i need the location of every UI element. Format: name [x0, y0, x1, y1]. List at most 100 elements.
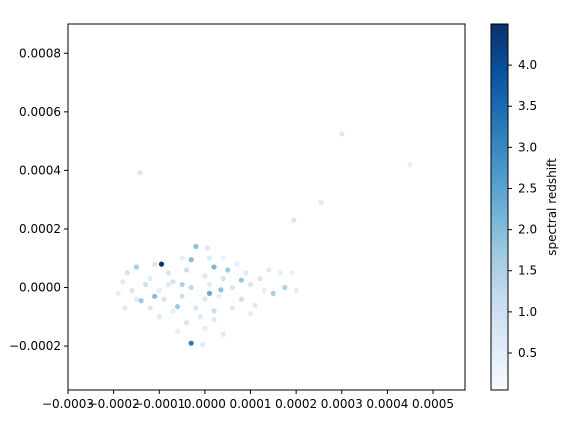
data-point [174, 328, 181, 334]
colorbar-tick-label: 2.5 [518, 181, 537, 195]
data-point [184, 267, 190, 273]
data-point [204, 245, 210, 251]
data-point [220, 331, 226, 337]
colorbar-tick-label: 2.0 [518, 223, 537, 237]
data-point [133, 296, 139, 302]
data-point [293, 287, 299, 293]
data-point [206, 290, 213, 296]
data-point [229, 305, 235, 311]
data-point [161, 296, 167, 302]
data-point [234, 261, 240, 267]
x-tick-label: 0.0004 [366, 397, 408, 411]
data-point [289, 270, 295, 276]
data-point [252, 302, 258, 308]
y-tick-label: 0.0008 [19, 46, 61, 60]
data-point [138, 298, 144, 304]
data-point [202, 325, 208, 332]
x-tick-label: −0.0001 [133, 397, 185, 411]
data-point [291, 217, 297, 223]
data-point [277, 270, 283, 276]
data-point [188, 257, 194, 263]
data-point [147, 276, 153, 282]
data-point [200, 342, 206, 348]
data-point [124, 270, 130, 276]
data-point [407, 161, 413, 168]
data-point [247, 311, 254, 317]
data-point [197, 314, 203, 320]
data-point [115, 290, 121, 296]
data-point [120, 279, 126, 285]
colorbar-axis: 0.5 1.0 1.5 2.0 2.5 3.0 3.5 4.0 [508, 58, 537, 360]
data-point [211, 317, 217, 323]
data-point [218, 287, 224, 293]
x-tick-label: −0.0002 [88, 397, 140, 411]
x-tick-label: 0.0002 [275, 397, 317, 411]
data-point [156, 287, 162, 293]
data-point [193, 243, 199, 250]
data-point [270, 290, 276, 296]
y-tick-label: 0.0000 [19, 281, 61, 295]
data-point [261, 287, 267, 293]
data-point [188, 284, 194, 291]
colorbar-tick-label: 4.0 [518, 58, 537, 72]
data-point [133, 264, 139, 270]
data-point [266, 267, 272, 273]
points-layer [115, 131, 413, 348]
colorbar-tick-label: 3.5 [518, 99, 537, 113]
data-point [206, 282, 213, 288]
x-tick-label: 0.0003 [321, 397, 363, 411]
data-point [174, 304, 181, 310]
data-point [339, 131, 345, 137]
x-tick-label: 0.0000 [184, 397, 226, 411]
data-point [170, 308, 176, 314]
data-point [122, 305, 128, 311]
y-tick-label: −0.0002 [9, 339, 61, 353]
data-point [202, 273, 208, 279]
x-tick-label: 0.0005 [412, 397, 454, 411]
data-point [152, 293, 158, 299]
data-point [220, 255, 226, 261]
data-point [158, 261, 165, 267]
plot-area [67, 23, 466, 391]
data-point [165, 270, 171, 276]
x-tick-label: −0.0003 [42, 397, 94, 411]
data-point [179, 293, 185, 299]
data-point [238, 296, 244, 302]
data-point [257, 276, 263, 282]
data-point [247, 282, 254, 288]
data-point [165, 282, 171, 288]
data-point [318, 200, 324, 206]
data-point [156, 314, 162, 320]
y-axis: −0.0002 0.0000 0.0002 0.0004 0.0006 0.0008 [9, 46, 68, 353]
x-tick-label: 0.0001 [230, 397, 272, 411]
data-point [220, 276, 226, 282]
y-tick-label: 0.0004 [19, 163, 61, 177]
colorbar-frame [490, 23, 509, 391]
colorbar-tick-label: 1.0 [518, 305, 537, 319]
data-point [243, 270, 249, 276]
colorbar [491, 24, 508, 390]
data-point [238, 277, 244, 283]
data-point [188, 340, 194, 346]
data-point [152, 261, 158, 267]
data-point [170, 279, 176, 285]
data-point [193, 305, 199, 311]
data-point [129, 287, 135, 293]
data-point [211, 264, 217, 270]
data-point [143, 282, 149, 288]
data-point [229, 284, 235, 291]
colorbar-tick-label: 0.5 [518, 346, 537, 360]
data-point [206, 255, 213, 261]
colorbar-tick-label: 3.0 [518, 140, 537, 154]
y-tick-label: 0.0006 [19, 105, 61, 119]
colorbar-label: spectral redshift [545, 158, 559, 256]
colorbar-tick-label: 1.5 [518, 264, 537, 278]
data-point [211, 308, 217, 314]
data-point [184, 320, 190, 326]
data-point [282, 284, 288, 291]
data-point [216, 293, 222, 299]
data-point [225, 267, 231, 273]
y-tick-label: 0.0002 [19, 222, 61, 236]
